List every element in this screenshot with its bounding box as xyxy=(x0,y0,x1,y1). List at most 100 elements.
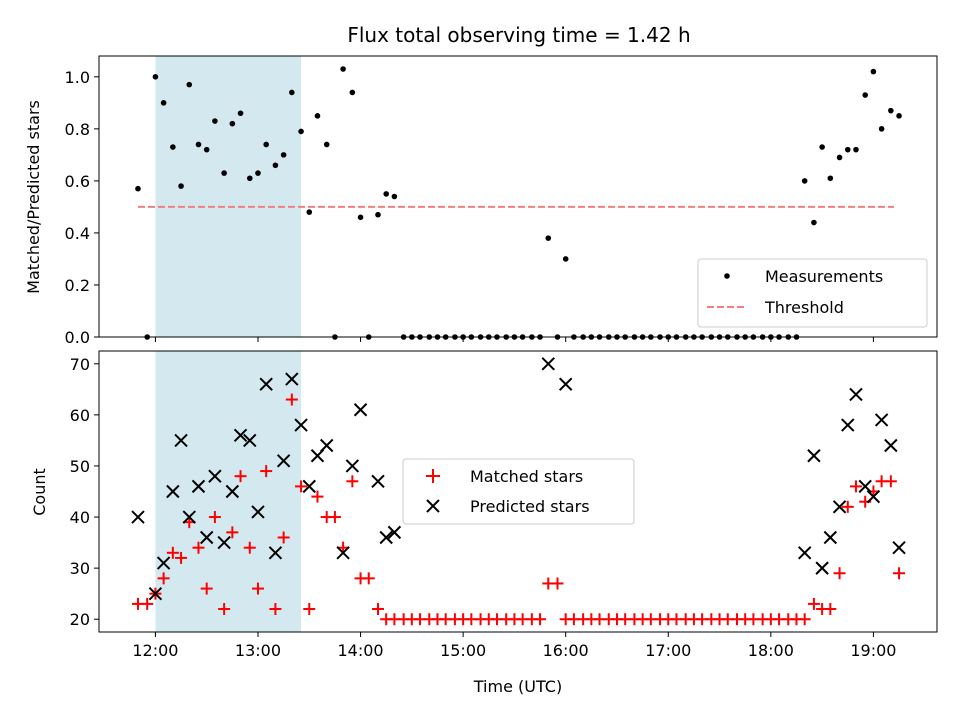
matched-star-point xyxy=(833,567,846,580)
measurement-point xyxy=(801,178,808,184)
y-tick-label: 0.2 xyxy=(65,276,90,295)
matched-star-point xyxy=(285,393,298,406)
measurement-point xyxy=(340,66,346,72)
predicted-star-point xyxy=(815,561,829,575)
matched-star-point xyxy=(798,613,811,626)
x-tick-label: 17:00 xyxy=(645,641,691,660)
legend-matched-label: Matched stars xyxy=(470,467,583,486)
predicted-star-point xyxy=(217,535,231,550)
predicted-star-point xyxy=(174,433,188,448)
predicted-star-point xyxy=(353,403,368,417)
y-tick-label: 0.0 xyxy=(65,328,90,347)
bottom-legend: Matched stars Predicted stars xyxy=(402,458,635,525)
bottom-axes-frame xyxy=(98,350,938,633)
measurement-point xyxy=(870,68,877,75)
measurement-point xyxy=(246,175,253,182)
measurement-point xyxy=(203,146,210,153)
measurement-point xyxy=(888,107,894,114)
matched-star-point xyxy=(371,603,384,616)
predicted-star-point xyxy=(294,418,308,432)
count-points xyxy=(131,357,906,626)
predicted-star-point xyxy=(182,510,196,524)
top-legend: Measurements Threshold xyxy=(697,258,928,328)
measurement-point xyxy=(349,89,356,96)
predicted-star-point xyxy=(225,484,240,499)
legend-threshold-label: Threshold xyxy=(764,298,844,317)
measurement-point xyxy=(229,120,236,127)
matched-star-point xyxy=(277,531,290,544)
measurement-point xyxy=(819,144,825,150)
predicted-star-point xyxy=(807,449,821,463)
x-tick-label: 14:00 xyxy=(337,641,383,660)
chart-title: Flux total observing time = 1.42 h xyxy=(347,23,690,47)
matched-star-point xyxy=(234,470,247,483)
predicted-star-point xyxy=(797,546,812,560)
matched-star-point xyxy=(824,603,837,616)
measurement-point xyxy=(562,256,569,262)
legend-measurements-label: Measurements xyxy=(765,267,883,286)
predicted-star-point xyxy=(866,489,881,504)
x-tick-label: 15:00 xyxy=(440,641,486,660)
predicted-star-point xyxy=(892,540,906,555)
legend-measurement-marker xyxy=(724,273,730,279)
matched-star-point xyxy=(175,551,188,564)
predicted-star-point xyxy=(302,479,316,494)
y-tick-label: 70 xyxy=(70,355,90,374)
measurement-point xyxy=(323,141,330,148)
predicted-star-point xyxy=(858,479,872,494)
predicted-star-point xyxy=(191,479,206,494)
matched-star-point xyxy=(849,480,862,493)
measurement-point xyxy=(383,191,389,197)
matched-star-point xyxy=(251,582,264,595)
top-x-ticks xyxy=(154,337,874,342)
measurement-point xyxy=(237,110,244,117)
predicted-star-point xyxy=(233,428,248,443)
predicted-star-point xyxy=(259,377,273,391)
matched-star-point xyxy=(551,577,564,590)
matched-star-point xyxy=(328,511,341,524)
bottom-x-ticks: 12:00 13:00 14:00 15:00 16:00 17:00 18:00 19:00 xyxy=(132,632,896,660)
x-tick-label: 12:00 xyxy=(132,641,178,660)
matched-star-point xyxy=(208,511,221,524)
measurement-point xyxy=(314,113,321,119)
matched-star-point xyxy=(166,546,179,559)
measurement-point xyxy=(862,92,869,98)
top-panel: 0.0 0.2 0.4 0.6 0.8 1.0 Matched/Predicted sta… xyxy=(24,55,938,347)
measurement-point xyxy=(195,141,202,148)
predicted-star-point xyxy=(841,418,855,432)
matched-star-point xyxy=(269,603,282,616)
measurement-point xyxy=(272,162,279,169)
bottom-panel: 20 30 40 50 60 70 12:00 13:00 14:00 15:00 16:00 17… xyxy=(30,350,938,696)
predicted-star-point xyxy=(832,500,847,514)
predicted-star-point xyxy=(823,530,838,545)
x-tick-label: 18:00 xyxy=(748,641,794,660)
matched-star-point xyxy=(362,572,375,585)
y-tick-label: 60 xyxy=(70,406,90,425)
top-shade xyxy=(155,56,302,337)
predicted-star-point xyxy=(849,387,863,402)
predicted-star-point xyxy=(199,530,214,545)
x-tick-label: 16:00 xyxy=(543,641,589,660)
measurement-point xyxy=(357,214,364,221)
bottom-shade xyxy=(155,351,302,632)
measurement-point xyxy=(255,170,261,176)
measurement-point xyxy=(212,118,218,124)
measurement-point xyxy=(152,74,159,80)
bottom-legend-frame xyxy=(402,458,635,525)
matched-star-point xyxy=(807,597,820,610)
predicted-star-point xyxy=(276,454,291,468)
measurement-point xyxy=(280,152,287,158)
matched-star-point xyxy=(157,572,170,585)
top-axes-frame xyxy=(98,55,938,338)
predicted-star-point xyxy=(558,377,573,391)
matched-star-point xyxy=(260,465,273,478)
predicted-star-point xyxy=(131,510,145,524)
predicted-star-point xyxy=(371,474,385,488)
x-tick-label: 13:00 xyxy=(235,641,281,660)
measurement-point xyxy=(186,81,193,88)
measurement-point xyxy=(306,209,313,215)
predicted-star-point xyxy=(874,413,889,427)
legend-predicted-marker xyxy=(426,499,440,513)
matched-star-point xyxy=(218,603,231,616)
